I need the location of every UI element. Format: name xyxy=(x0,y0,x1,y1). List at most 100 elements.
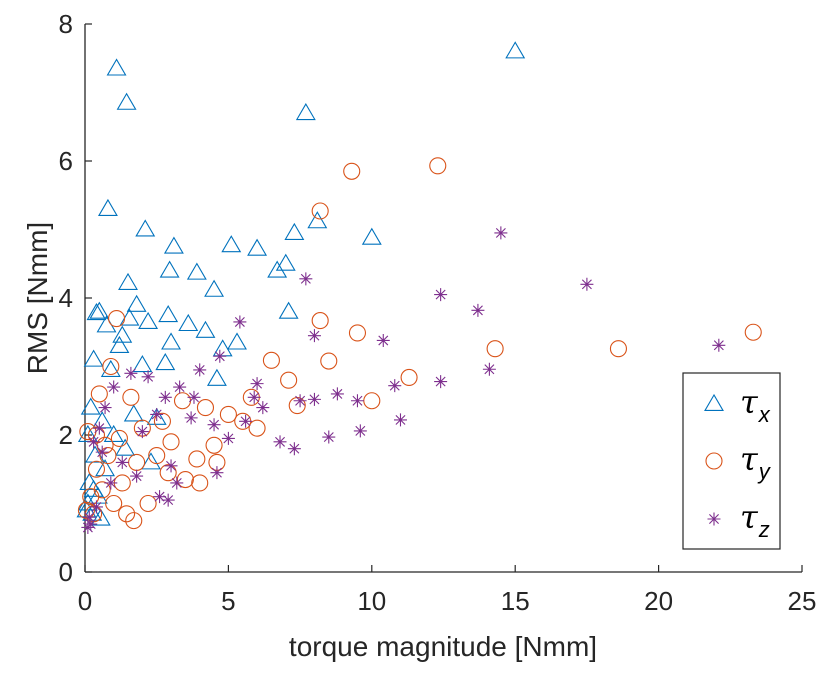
data-point-x xyxy=(95,459,116,477)
data-point-z xyxy=(287,442,301,456)
data-point-x xyxy=(138,311,159,330)
data-point-y xyxy=(343,162,361,180)
data-point-y xyxy=(219,405,237,424)
data-point-y xyxy=(162,433,180,451)
data-point-x xyxy=(141,452,161,470)
legend-marker-y xyxy=(705,452,723,470)
data-point-z xyxy=(164,459,178,473)
data-point-z xyxy=(153,490,167,504)
data-point-y xyxy=(125,512,143,530)
data-point-z xyxy=(256,401,270,415)
y-tick-label: 4 xyxy=(59,283,73,313)
data-point-z xyxy=(307,392,321,406)
legend-symbol: τ xyxy=(740,383,759,421)
data-point-z xyxy=(104,476,118,490)
data-point-z xyxy=(350,394,364,408)
data-point-y xyxy=(77,501,95,519)
data-point-x xyxy=(97,198,118,216)
data-point-z xyxy=(81,520,95,534)
x-tick-label: 0 xyxy=(78,586,92,616)
data-point-y xyxy=(363,392,381,410)
data-point-y xyxy=(148,446,166,465)
data-point-x xyxy=(103,424,124,443)
legend-subscript: z xyxy=(758,517,770,542)
data-point-z xyxy=(322,430,336,444)
data-point-y xyxy=(87,426,106,444)
data-point-x xyxy=(247,238,268,256)
data-point-y xyxy=(90,385,108,403)
data-point-x xyxy=(206,368,227,386)
data-point-y xyxy=(248,419,266,437)
data-point-y xyxy=(176,470,194,489)
data-point-z xyxy=(247,390,261,404)
data-point-z xyxy=(141,370,155,384)
data-point-y xyxy=(188,450,206,468)
data-point-z xyxy=(434,375,448,389)
y-tick-label: 6 xyxy=(59,146,73,176)
legend-marker-x xyxy=(704,393,724,412)
data-point-x xyxy=(116,92,137,110)
data-point-x xyxy=(278,301,299,319)
data-point-z xyxy=(210,466,224,480)
data-point-x xyxy=(505,41,526,59)
data-point-z xyxy=(107,380,121,394)
x-axis-title: torque magnitude [Nmm] xyxy=(289,631,597,662)
data-point-z xyxy=(82,510,96,524)
data-point-x xyxy=(284,222,305,240)
data-point-z xyxy=(92,421,106,435)
data-point-z xyxy=(434,288,448,302)
data-point-y xyxy=(744,323,762,341)
data-point-z xyxy=(150,407,164,421)
data-point-x xyxy=(267,260,288,278)
data-point-x xyxy=(161,332,181,350)
data-point-z xyxy=(330,387,344,401)
data-point-x xyxy=(227,332,247,350)
data-point-z xyxy=(135,425,149,439)
y-tick-label: 0 xyxy=(59,557,73,587)
series-x xyxy=(76,41,526,526)
data-point-z xyxy=(124,366,138,380)
data-point-y xyxy=(429,157,447,175)
data-point-z xyxy=(250,377,264,391)
data-point-z xyxy=(307,329,321,343)
data-point-x xyxy=(158,305,179,323)
legend-label-x: τx xyxy=(740,383,771,427)
data-point-z xyxy=(482,362,496,376)
data-point-y xyxy=(139,494,157,513)
data-point-x xyxy=(221,235,242,253)
data-point-y xyxy=(196,399,215,417)
data-point-z xyxy=(184,411,198,425)
data-point-z xyxy=(471,303,485,317)
data-point-z xyxy=(293,394,307,408)
data-point-y xyxy=(348,324,367,342)
data-point-z xyxy=(87,435,101,449)
y-ticks: 0 2 4 6 8 xyxy=(59,9,92,587)
data-point-x xyxy=(112,325,133,343)
data-point-y xyxy=(96,436,114,454)
data-point-z xyxy=(95,445,109,459)
legend-label-z: τz xyxy=(740,498,770,542)
x-tick-label: 15 xyxy=(501,586,530,616)
series-y xyxy=(77,157,762,530)
legend-label-y: τy xyxy=(740,440,772,484)
data-point-z xyxy=(187,390,201,404)
data-point-x xyxy=(83,349,104,367)
data-point-x xyxy=(163,236,184,254)
data-point-x xyxy=(146,407,167,425)
data-point-y xyxy=(105,494,123,513)
data-point-z xyxy=(173,380,187,394)
data-point-z xyxy=(193,363,207,377)
data-point-z xyxy=(233,315,247,329)
data-point-z xyxy=(494,226,508,240)
data-point-x xyxy=(186,262,207,280)
y-axis-title: RMS [Nmm] xyxy=(22,222,53,374)
data-point-y xyxy=(205,436,223,454)
data-point-y xyxy=(107,309,126,328)
data-point-z xyxy=(161,493,175,507)
data-point-z xyxy=(239,414,253,428)
data-point-y xyxy=(99,446,117,465)
y-tick-label: 2 xyxy=(59,420,73,450)
data-point-z xyxy=(158,390,172,404)
data-point-x xyxy=(89,301,110,319)
data-point-x xyxy=(123,404,144,422)
